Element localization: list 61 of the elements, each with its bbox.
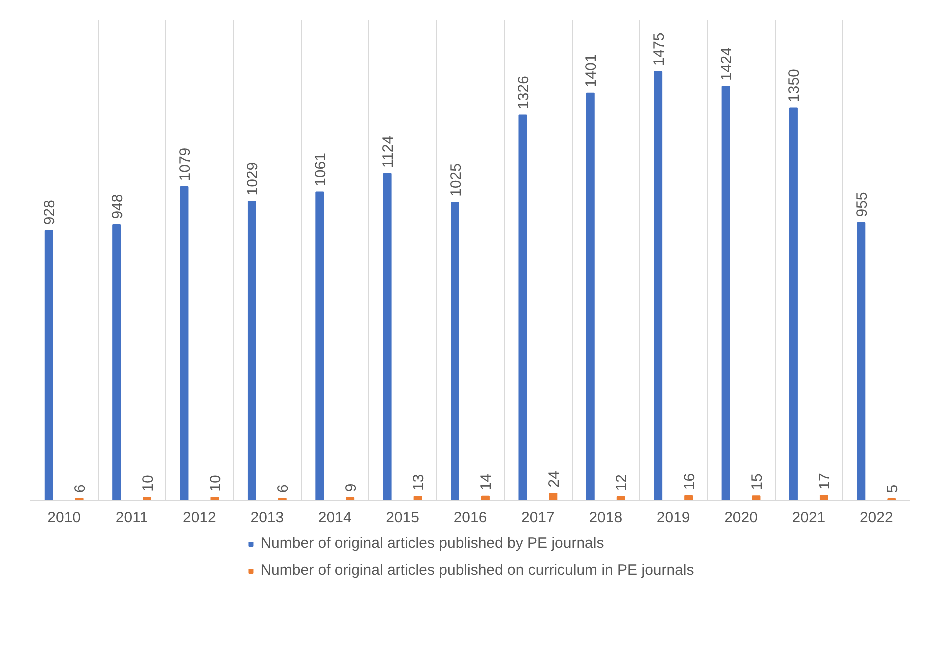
bar [414,496,422,500]
x-tick-label: 2011 [116,510,148,526]
x-tick-label: 2015 [386,510,420,526]
data-label: 1061 [312,153,330,186]
data-label: 12 [614,474,631,492]
legend-label: Number of original articles published by PE journals [260,535,604,552]
x-tick-label: 2019 [656,510,690,526]
bar [684,495,694,500]
x-tick-label: 2021 [792,510,826,526]
bar [790,108,798,500]
x-tick-label: 2014 [318,510,352,526]
data-label: 948 [109,194,126,220]
x-tick-label: 2013 [250,510,284,526]
data-label: 928 [42,200,59,226]
data-label: 1401 [583,54,600,88]
data-label: 1025 [448,164,465,197]
data-label: 16 [681,473,698,490]
data-label: 10 [140,475,157,492]
bar [654,71,663,500]
bar [518,114,528,500]
data-label: 6 [72,484,90,493]
data-label: 15 [749,474,766,490]
bar [549,493,558,500]
data-label: 1475 [650,32,668,66]
bar [616,496,626,500]
data-label: 1079 [177,148,194,182]
data-label: 1350 [786,69,804,102]
data-label: 10 [207,475,224,492]
data-label: 13 [410,474,428,491]
legend-label: Number of original articles published on curriculum in PE journals [260,562,694,579]
data-label: 5 [884,484,902,494]
bar [451,202,460,500]
data-label: 1124 [380,136,398,168]
bar [383,173,392,500]
data-label: 14 [478,474,496,491]
bar [180,186,189,500]
bar [586,92,595,500]
x-tick-label: 2017 [522,510,555,526]
data-label: 1029 [244,162,262,196]
data-label: 955 [854,192,871,218]
x-tick-label: 2020 [724,510,758,526]
x-tick-label: 2016 [454,510,488,526]
data-label: 1326 [515,76,532,110]
bar [316,192,324,500]
data-label: 17 [816,473,834,490]
data-label: 24 [546,471,563,488]
bar [482,496,490,500]
bar [210,497,220,500]
bar [820,495,828,500]
x-tick-label: 2022 [860,510,894,526]
x-tick-label: 2010 [48,510,82,526]
x-tick-label: 2012 [183,510,216,526]
data-label: 6 [275,484,292,493]
bar [857,222,866,500]
data-label: 9 [342,484,360,492]
x-tick-label: 2018 [589,510,623,526]
bar [112,224,122,500]
bar [248,201,256,500]
bar [44,230,54,500]
bar [722,86,730,500]
data-label: 1424 [718,48,736,81]
